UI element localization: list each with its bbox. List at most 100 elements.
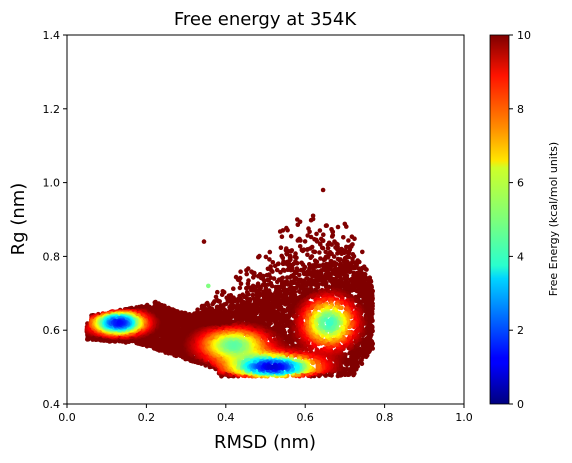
scatter-point [161, 310, 166, 316]
scatter-point [350, 353, 355, 359]
scatter-point [280, 275, 286, 281]
scatter-point [363, 291, 368, 296]
scatter-point [177, 317, 183, 323]
scatter-point [282, 301, 288, 306]
scatter-point [251, 275, 256, 280]
scatter-point [330, 263, 336, 268]
scatter-point [199, 303, 205, 309]
chart-title: Free energy at 354K [174, 9, 358, 30]
scatter-point [360, 249, 365, 255]
scatter-point [358, 273, 363, 279]
scatter-point [351, 363, 357, 369]
scatter-point [302, 281, 307, 287]
scatter-point [327, 276, 332, 281]
scatter-point [203, 311, 208, 317]
scatter-point [246, 278, 251, 283]
scatter-point [281, 267, 286, 273]
scatter-point [297, 244, 303, 249]
scatter-point [162, 319, 168, 324]
scatter-point [231, 286, 236, 292]
scatter-point [315, 270, 320, 276]
scatter-point [305, 252, 310, 257]
scatter-point [271, 276, 277, 281]
scatter-point [152, 336, 157, 342]
scatter-point [237, 293, 242, 299]
scatter-point [279, 281, 285, 286]
scatter-point [351, 273, 356, 279]
scatter-point [283, 292, 289, 297]
scatter-point [283, 323, 288, 329]
scatter-point [244, 285, 249, 291]
scatter-point [261, 277, 266, 282]
scatter-point [279, 234, 285, 239]
scatter-point [168, 315, 173, 321]
scatter-point [342, 276, 348, 281]
scatter-point [263, 292, 269, 297]
scatter-point [253, 296, 259, 302]
scatter-point [263, 254, 269, 260]
scatter-point [314, 237, 319, 243]
scatter-point [321, 232, 326, 237]
scatter-point [346, 251, 351, 256]
scatter-point [329, 251, 334, 257]
scatter-point [278, 245, 284, 250]
scatter-point [308, 217, 314, 223]
scatter-point [228, 318, 233, 324]
scatter-point [314, 259, 320, 265]
scatter-point [352, 265, 358, 271]
scatter-point [295, 237, 301, 243]
scatter-point [161, 342, 167, 347]
scatter-point [260, 282, 266, 288]
scatter-point [323, 249, 329, 255]
scatter-point [330, 232, 336, 238]
scatter-point [352, 260, 357, 265]
scatter-point [315, 276, 321, 281]
scatter-point [276, 300, 281, 306]
scatter-point [341, 235, 346, 240]
scatter-point [366, 278, 371, 284]
scatter-point [247, 300, 252, 306]
scatter-point [288, 255, 293, 260]
scatter-point [123, 340, 129, 345]
scatter-point [347, 350, 352, 356]
scatter-point [341, 258, 347, 264]
scatter-point [153, 299, 158, 305]
scatter-point [280, 312, 285, 318]
scatter-point [172, 308, 177, 314]
scatter-point [236, 277, 242, 283]
scatter-point [157, 330, 163, 336]
scatter-point [311, 249, 316, 254]
scatter-point [337, 257, 342, 263]
scatter-point [287, 286, 293, 292]
scatter-point [155, 344, 161, 350]
scatter-point [180, 312, 186, 318]
scatter-point [165, 325, 171, 330]
scatter-point [192, 311, 197, 317]
scatter-point [253, 301, 259, 306]
scatter-point [342, 267, 348, 272]
scatter-point [215, 304, 220, 310]
scatter-point [339, 246, 344, 252]
scatter-point [309, 244, 315, 250]
scatter-point [175, 313, 180, 318]
scatter-point [340, 371, 346, 377]
scatter-point [250, 270, 255, 275]
scatter-point [272, 263, 278, 269]
scatter-point [157, 302, 163, 308]
scatter-point [244, 268, 249, 273]
scatter-point [293, 259, 298, 264]
scatter-point [302, 239, 308, 244]
scatter-point [251, 284, 256, 290]
scatter-point [311, 281, 317, 287]
scatter-point [280, 255, 286, 261]
scatter-point [237, 285, 243, 291]
scatter-point [339, 271, 345, 276]
scatter-point [184, 328, 190, 334]
scatter-point [247, 310, 252, 316]
scatter-point [230, 311, 236, 317]
scatter-point [232, 304, 237, 310]
scatter-point [162, 331, 168, 336]
scatter-point [280, 261, 286, 267]
scatter-point [294, 266, 300, 271]
scatter-point [172, 340, 177, 346]
